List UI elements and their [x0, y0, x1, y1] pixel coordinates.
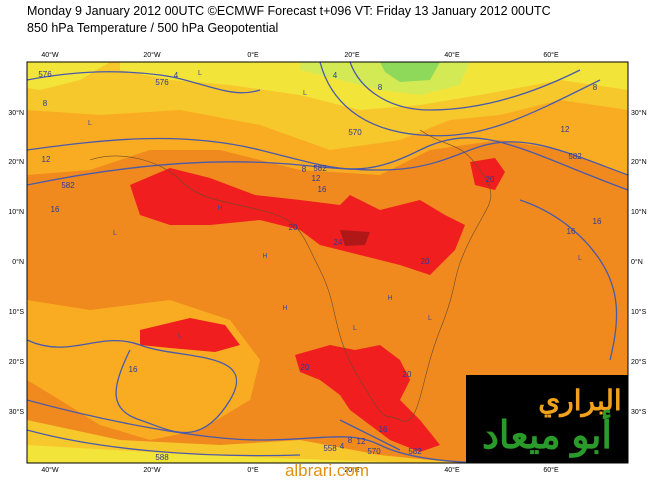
lat-label-left: 20°S	[9, 358, 25, 366]
contour-label: 8	[43, 99, 48, 108]
lon-label-top: 60°E	[543, 51, 559, 59]
pressure-center: L	[198, 70, 202, 77]
lat-label-left: 20°N	[8, 158, 24, 166]
pressure-center: L	[178, 333, 182, 340]
contour-label: 16	[593, 217, 602, 226]
contour-label: 20	[301, 363, 310, 372]
contour-label: 582	[313, 164, 327, 173]
contour-label: 16	[379, 425, 388, 434]
pressure-center: H	[262, 253, 267, 260]
contour-label: 12	[561, 125, 570, 134]
lat-label-right: 10°S	[631, 308, 647, 316]
contour-label: 12	[42, 155, 51, 164]
lat-label-left: 30°S	[9, 408, 25, 416]
lon-label-bottom: 40°W	[41, 466, 59, 474]
pressure-center: L	[88, 120, 92, 127]
lon-label-bottom: 0°E	[247, 466, 259, 474]
map-labels: 40°W 40°W 20°W 20°W 0°E 0°E 20°E 20°E 40°E 40°E 60…	[8, 51, 646, 474]
lon-label-bottom: 20°W	[143, 466, 161, 474]
lon-label-bottom: 20°E	[344, 466, 360, 474]
contour-label: 8	[593, 83, 598, 92]
pressure-center: L	[353, 325, 357, 332]
contour-label: 582	[568, 152, 582, 161]
lat-label-right: 30°N	[631, 109, 647, 117]
watermark: albrari.com	[285, 461, 369, 480]
lon-label-top: 0°E	[247, 51, 259, 59]
lon-label-top: 20°W	[143, 51, 161, 59]
lat-label-left: 10°S	[9, 308, 25, 316]
pressure-center: H	[282, 305, 287, 312]
map-field	[27, 62, 628, 463]
pressure-center: L	[578, 255, 582, 262]
lat-label-right: 20°N	[631, 158, 647, 166]
contour-label: 4	[333, 71, 338, 80]
header-line-2: 850 hPa Temperature / 500 hPa Geopotenti…	[27, 21, 278, 35]
contour-label: 20	[421, 257, 430, 266]
lon-label-bottom: 40°E	[444, 466, 460, 474]
lat-label-left: 30°N	[8, 109, 24, 117]
contour-label: 582	[61, 181, 75, 190]
contour-label: 16	[567, 227, 576, 236]
contour-label: 8	[378, 83, 383, 92]
pressure-center: L	[113, 230, 117, 237]
lat-label-right: 10°N	[631, 208, 647, 216]
contour-label: 16	[318, 185, 327, 194]
lon-label-top: 40°E	[444, 51, 460, 59]
contour-label: 4	[174, 71, 179, 80]
contour-label: 8	[302, 165, 307, 174]
logo-line-2: أبو ميعاد	[482, 409, 612, 458]
contour-label: 16	[51, 205, 60, 214]
contour-label: 12	[312, 174, 321, 183]
logo-background	[466, 375, 628, 463]
pressure-center: H	[217, 205, 222, 212]
contour-label: 576	[38, 70, 52, 79]
contour-label: 576	[155, 78, 169, 87]
lon-label-bottom: 60°E	[543, 466, 559, 474]
lat-label-right: 20°S	[631, 358, 647, 366]
contour-label: 24	[334, 238, 343, 247]
contour-label: 12	[357, 437, 366, 446]
lat-label-left: 10°N	[8, 208, 24, 216]
contour-label: 570	[367, 447, 381, 456]
lat-label-right: 30°S	[631, 408, 647, 416]
contour-label: 8	[348, 436, 353, 445]
lon-label-top: 40°W	[41, 51, 59, 59]
contour-label: 16	[129, 365, 138, 374]
contour-label: 558	[323, 444, 337, 453]
pressure-center: H	[387, 295, 392, 302]
lon-label-top: 20°E	[344, 51, 360, 59]
pressure-center: L	[428, 315, 432, 322]
pressure-center: L	[303, 90, 307, 97]
contour-label: 20	[403, 370, 412, 379]
lat-label-right: 0°N	[631, 258, 643, 266]
contour-label: 20	[486, 175, 495, 184]
contour-label: 570	[348, 128, 362, 137]
logo-line-1: البراري	[538, 385, 621, 418]
contour-label: 20	[289, 223, 298, 232]
lat-label-left: 0°N	[12, 258, 24, 266]
contour-label: 4	[340, 442, 345, 451]
header-line-1: Monday 9 January 2012 00UTC ©ECMWF Forec…	[27, 4, 551, 18]
contour-label: 588	[155, 453, 169, 462]
contour-label: 582	[408, 447, 422, 456]
